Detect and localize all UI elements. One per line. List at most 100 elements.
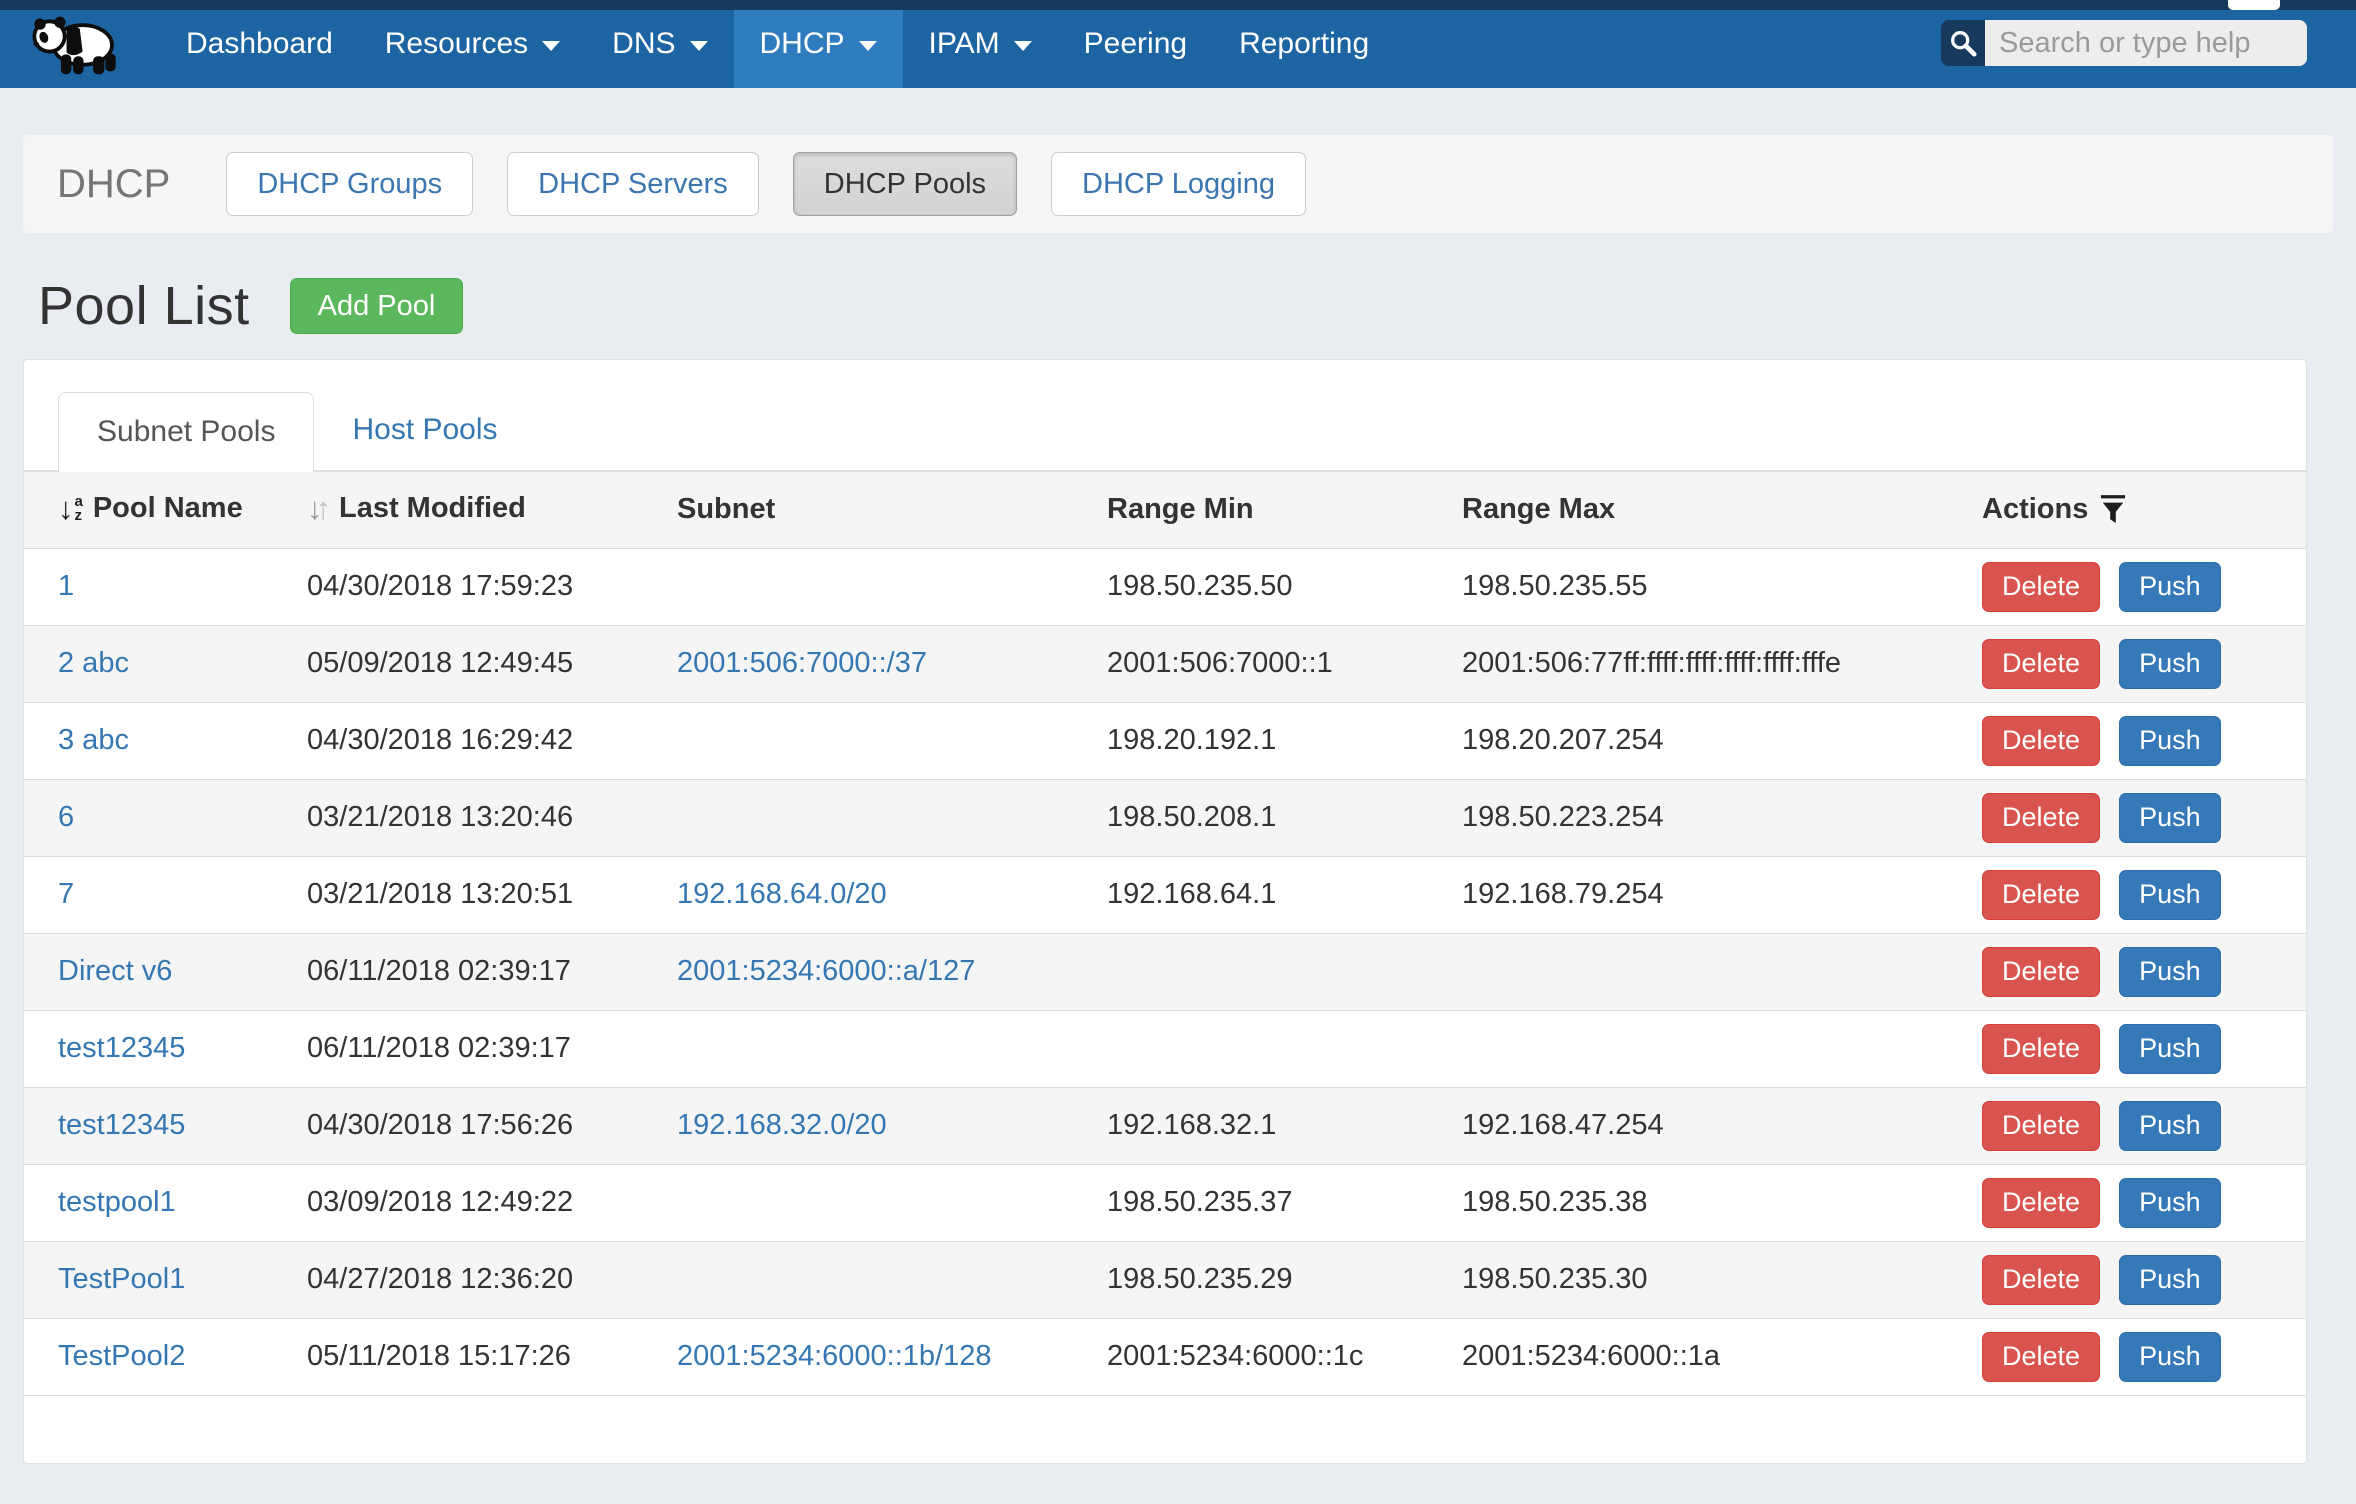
delete-button[interactable]: Delete xyxy=(1982,947,2100,997)
search-input[interactable] xyxy=(1985,20,2307,66)
col-range-min[interactable]: Range Min xyxy=(1107,472,1462,548)
table-row: testpool1 03/09/2018 12:49:22 198.50.235… xyxy=(24,1164,2306,1241)
pool-name-link[interactable]: 6 xyxy=(58,801,74,833)
browser-artifact xyxy=(2228,0,2280,10)
filter-icon[interactable] xyxy=(2100,495,2126,525)
range-min-cell: 198.50.235.29 xyxy=(1107,1241,1462,1318)
nav-label: Reporting xyxy=(1239,27,1369,61)
table-row: 7 03/21/2018 13:20:51 192.168.64.0/20 19… xyxy=(24,856,2306,933)
nav-dashboard[interactable]: Dashboard xyxy=(160,0,359,88)
main-nav: Dashboard Resources DNS DHCP IPAM Peerin… xyxy=(160,0,1395,88)
nav-ipam[interactable]: IPAM xyxy=(903,0,1058,88)
dhcp-pools-button[interactable]: DHCP Pools xyxy=(793,152,1017,216)
push-button[interactable]: Push xyxy=(2119,1255,2221,1305)
push-button[interactable]: Push xyxy=(2119,947,2221,997)
nav-resources[interactable]: Resources xyxy=(359,0,586,88)
last-modified-cell: 05/09/2018 12:49:45 xyxy=(307,625,677,702)
push-button[interactable]: Push xyxy=(2119,1024,2221,1074)
nav-peering[interactable]: Peering xyxy=(1058,0,1213,88)
pool-name-link[interactable]: Direct v6 xyxy=(58,955,172,987)
range-max-cell xyxy=(1462,933,1982,1010)
pool-name-link[interactable]: 3 abc xyxy=(58,724,129,756)
search-icon[interactable] xyxy=(1941,20,1985,66)
pool-name-link[interactable]: 2 abc xyxy=(58,647,129,679)
panda-logo-icon[interactable] xyxy=(28,0,124,88)
col-pool-name[interactable]: ↓az Pool Name xyxy=(24,472,307,548)
sort-alpha-icon: ↓az xyxy=(58,493,83,524)
delete-button[interactable]: Delete xyxy=(1982,1178,2100,1228)
pool-name-link[interactable]: test12345 xyxy=(58,1032,185,1064)
nav-dns[interactable]: DNS xyxy=(586,0,733,88)
delete-button[interactable]: Delete xyxy=(1982,870,2100,920)
add-pool-button[interactable]: Add Pool xyxy=(290,278,464,334)
last-modified-cell: 05/11/2018 15:17:26 xyxy=(307,1318,677,1395)
table-row: Direct v6 06/11/2018 02:39:17 2001:5234:… xyxy=(24,933,2306,1010)
delete-button[interactable]: Delete xyxy=(1982,1024,2100,1074)
push-button[interactable]: Push xyxy=(2119,870,2221,920)
table-row: TestPool1 04/27/2018 12:36:20 198.50.235… xyxy=(24,1241,2306,1318)
delete-button[interactable]: Delete xyxy=(1982,562,2100,612)
nav-label: DHCP xyxy=(760,27,845,61)
delete-button[interactable]: Delete xyxy=(1982,716,2100,766)
dhcp-servers-button[interactable]: DHCP Servers xyxy=(507,152,759,216)
range-min-cell: 192.168.32.1 xyxy=(1107,1087,1462,1164)
push-button[interactable]: Push xyxy=(2119,639,2221,689)
last-modified-cell: 04/27/2018 12:36:20 xyxy=(307,1241,677,1318)
pool-table: ↓az Pool Name ↓↑ Last Modified Subnet Ra… xyxy=(24,472,2306,1396)
subnet-link[interactable]: 2001:506:7000::/37 xyxy=(677,647,927,679)
range-min-cell: 198.50.235.50 xyxy=(1107,548,1462,625)
push-button[interactable]: Push xyxy=(2119,1178,2221,1228)
dhcp-groups-button[interactable]: DHCP Groups xyxy=(226,152,473,216)
chevron-down-icon xyxy=(859,41,877,51)
push-button[interactable]: Push xyxy=(2119,793,2221,843)
col-subnet[interactable]: Subnet xyxy=(677,472,1107,548)
range-min-cell xyxy=(1107,1010,1462,1087)
last-modified-cell: 04/30/2018 17:59:23 xyxy=(307,548,677,625)
nav-label: Resources xyxy=(385,27,528,61)
table-row: test12345 04/30/2018 17:56:26 192.168.32… xyxy=(24,1087,2306,1164)
tab-host-pools[interactable]: Host Pools xyxy=(314,390,535,470)
delete-button[interactable]: Delete xyxy=(1982,793,2100,843)
range-max-cell xyxy=(1462,1010,1982,1087)
pool-name-link[interactable]: 1 xyxy=(58,570,74,602)
push-button[interactable]: Push xyxy=(2119,562,2221,612)
pool-name-link[interactable]: 7 xyxy=(58,878,74,910)
range-max-cell: 198.50.235.30 xyxy=(1462,1241,1982,1318)
table-row: 2 abc 05/09/2018 12:49:45 2001:506:7000:… xyxy=(24,625,2306,702)
page-title: Pool List xyxy=(38,275,250,337)
last-modified-cell: 04/30/2018 16:29:42 xyxy=(307,702,677,779)
pool-name-link[interactable]: testpool1 xyxy=(58,1186,176,1218)
delete-button[interactable]: Delete xyxy=(1982,1255,2100,1305)
nav-reporting[interactable]: Reporting xyxy=(1213,0,1395,88)
delete-button[interactable]: Delete xyxy=(1982,1332,2100,1382)
range-min-cell: 2001:506:7000::1 xyxy=(1107,625,1462,702)
push-button[interactable]: Push xyxy=(2119,1332,2221,1382)
dhcp-section: DHCP DHCP Groups DHCP Servers DHCP Pools… xyxy=(23,135,2333,233)
push-button[interactable]: Push xyxy=(2119,1101,2221,1151)
push-button[interactable]: Push xyxy=(2119,716,2221,766)
pool-name-link[interactable]: TestPool1 xyxy=(58,1263,185,1295)
tab-subnet-pools[interactable]: Subnet Pools xyxy=(58,392,314,472)
col-label: Pool Name xyxy=(93,492,243,525)
delete-button[interactable]: Delete xyxy=(1982,639,2100,689)
chevron-down-icon xyxy=(690,41,708,51)
pool-name-link[interactable]: test12345 xyxy=(58,1109,185,1141)
range-max-cell: 198.50.235.38 xyxy=(1462,1164,1982,1241)
subnet-link[interactable]: 2001:5234:6000::1b/128 xyxy=(677,1340,991,1372)
col-last-modified[interactable]: ↓↑ Last Modified xyxy=(307,472,677,548)
nav-dhcp[interactable]: DHCP xyxy=(734,0,903,88)
range-min-cell xyxy=(1107,933,1462,1010)
subnet-link[interactable]: 192.168.64.0/20 xyxy=(677,878,887,910)
col-actions: Actions xyxy=(1982,472,2306,548)
dhcp-logging-button[interactable]: DHCP Logging xyxy=(1051,152,1306,216)
last-modified-cell: 06/11/2018 02:39:17 xyxy=(307,1010,677,1087)
subnet-link[interactable]: 192.168.32.0/20 xyxy=(677,1109,887,1141)
subnet-link[interactable]: 2001:5234:6000::a/127 xyxy=(677,955,975,987)
navbar-top-strip xyxy=(0,0,2356,10)
col-range-max[interactable]: Range Max xyxy=(1462,472,1982,548)
delete-button[interactable]: Delete xyxy=(1982,1101,2100,1151)
last-modified-cell: 03/21/2018 13:20:46 xyxy=(307,779,677,856)
range-max-cell: 2001:506:77ff:ffff:ffff:ffff:ffff:fffe xyxy=(1462,625,1982,702)
pool-name-link[interactable]: TestPool2 xyxy=(58,1340,185,1372)
sort-icon: ↓↑ xyxy=(307,493,331,524)
